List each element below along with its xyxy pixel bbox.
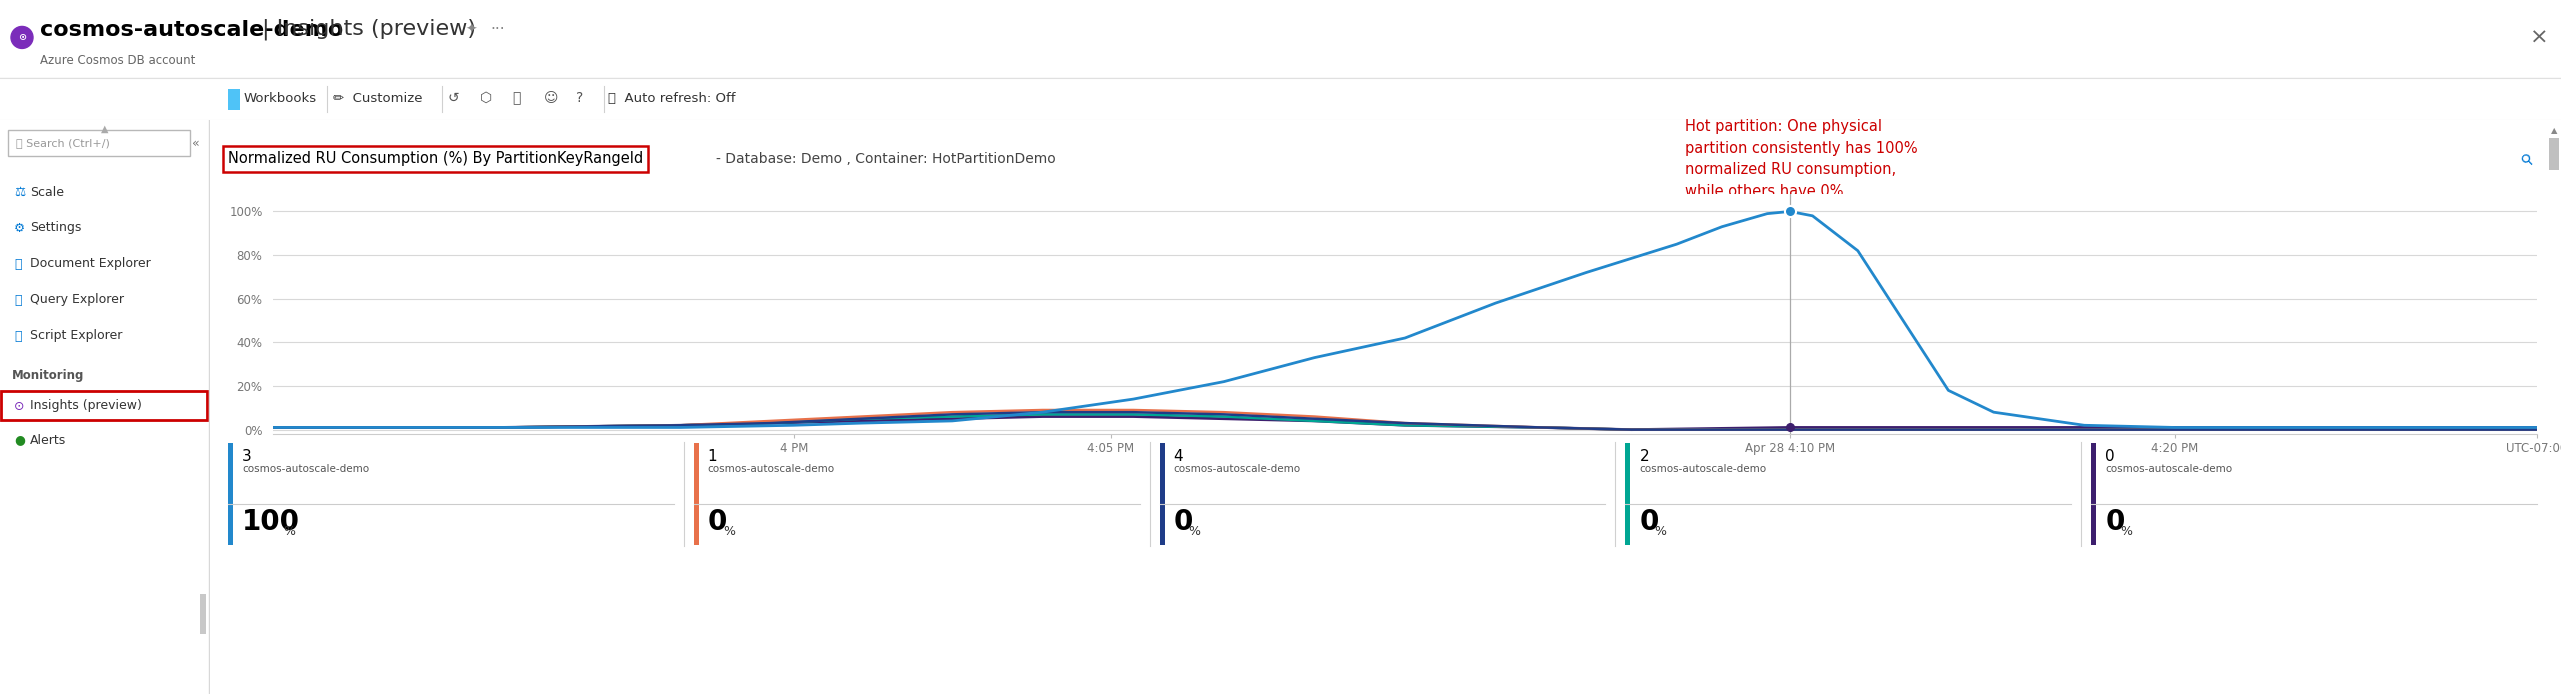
Bar: [2548, 138, 2558, 170]
Text: Insights (preview): Insights (preview): [31, 400, 141, 412]
Text: 🔍 Search (Ctrl+/): 🔍 Search (Ctrl+/): [15, 138, 110, 148]
Text: ▲: ▲: [2551, 126, 2558, 135]
Text: 0: 0: [1173, 509, 1193, 536]
Text: Hot partition: One physical
partition consistently has 100%
normalized RU consum: Hot partition: One physical partition co…: [1685, 119, 1918, 199]
Text: 📝: 📝: [13, 330, 20, 343]
Text: ⚖: ⚖: [13, 185, 26, 198]
Text: 0: 0: [1639, 509, 1660, 536]
Text: 0: 0: [2105, 509, 2126, 536]
Text: ⊙: ⊙: [13, 400, 26, 412]
Text: Scale: Scale: [31, 185, 64, 198]
Bar: [228, 443, 233, 545]
Text: ✏  Customize: ✏ Customize: [333, 92, 423, 105]
Text: Monitoring: Monitoring: [13, 369, 85, 382]
Text: 🔍: 🔍: [13, 294, 20, 307]
Text: ?: ?: [576, 91, 584, 105]
Text: ⬡: ⬡: [479, 91, 492, 105]
Text: cosmos-autoscale-demo: cosmos-autoscale-demo: [1173, 464, 1301, 474]
Text: ●: ●: [13, 434, 26, 446]
Text: | Insights (preview): | Insights (preview): [261, 19, 476, 40]
Text: Settings: Settings: [31, 221, 82, 235]
Text: ⊙: ⊙: [18, 33, 26, 42]
Bar: [694, 443, 699, 545]
Text: Script Explorer: Script Explorer: [31, 330, 123, 343]
Text: Document Explorer: Document Explorer: [31, 257, 151, 271]
Text: Workbooks: Workbooks: [243, 92, 318, 105]
Text: Normalized RU Consumption (%) By PartitionKeyRangeId: Normalized RU Consumption (%) By Partiti…: [228, 151, 643, 167]
Circle shape: [10, 26, 33, 49]
Text: ↺: ↺: [448, 91, 458, 105]
Text: 3: 3: [241, 449, 251, 464]
Text: cosmos-autoscale-demo: cosmos-autoscale-demo: [41, 19, 343, 40]
Text: «: «: [192, 137, 200, 149]
Text: 0: 0: [2105, 449, 2115, 464]
Text: 0: 0: [707, 509, 727, 536]
Text: Azure Cosmos DB account: Azure Cosmos DB account: [41, 54, 195, 67]
Text: %: %: [284, 525, 295, 539]
Text: cosmos-autoscale-demo: cosmos-autoscale-demo: [1639, 464, 1767, 474]
Text: cosmos-autoscale-demo: cosmos-autoscale-demo: [2105, 464, 2233, 474]
Text: cosmos-autoscale-demo: cosmos-autoscale-demo: [707, 464, 835, 474]
Text: ☺: ☺: [543, 91, 558, 105]
Text: %: %: [1654, 525, 1667, 539]
Bar: [1626, 443, 1631, 545]
Bar: [2092, 443, 2097, 545]
Text: 100: 100: [241, 509, 300, 536]
Text: ▲: ▲: [102, 124, 108, 134]
Text: ✦: ✦: [466, 23, 476, 37]
Text: 2: 2: [1639, 449, 1649, 464]
Text: 1: 1: [707, 449, 717, 464]
Bar: [1160, 443, 1165, 545]
Text: 🔄  Auto refresh: Off: 🔄 Auto refresh: Off: [607, 92, 735, 105]
Bar: [8, 130, 190, 156]
Text: ⚲: ⚲: [2517, 150, 2535, 168]
Text: ⭐: ⭐: [512, 91, 520, 105]
Text: cosmos-autoscale-demo: cosmos-autoscale-demo: [241, 464, 369, 474]
Text: - Database: Demo , Container: HotPartitionDemo: - Database: Demo , Container: HotPartiti…: [717, 152, 1055, 166]
Text: 📄: 📄: [13, 257, 20, 271]
Bar: [200, 594, 205, 634]
Text: %: %: [2121, 525, 2133, 539]
Text: ×: ×: [2530, 28, 2548, 47]
Bar: [0, 391, 207, 420]
Text: ⚙: ⚙: [13, 221, 26, 235]
Text: Query Explorer: Query Explorer: [31, 294, 123, 307]
Bar: [228, 89, 241, 110]
Text: Alerts: Alerts: [31, 434, 67, 446]
Text: ···: ···: [489, 22, 505, 37]
Text: 4: 4: [1173, 449, 1183, 464]
Text: %: %: [1188, 525, 1201, 539]
Text: %: %: [722, 525, 735, 539]
